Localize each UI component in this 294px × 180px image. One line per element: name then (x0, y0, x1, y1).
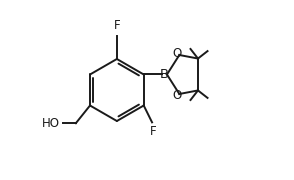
Text: HO: HO (42, 117, 60, 130)
Text: F: F (150, 125, 157, 138)
Text: F: F (113, 19, 120, 32)
Text: O: O (173, 48, 182, 60)
Text: O: O (173, 89, 182, 102)
Text: B: B (160, 68, 169, 81)
